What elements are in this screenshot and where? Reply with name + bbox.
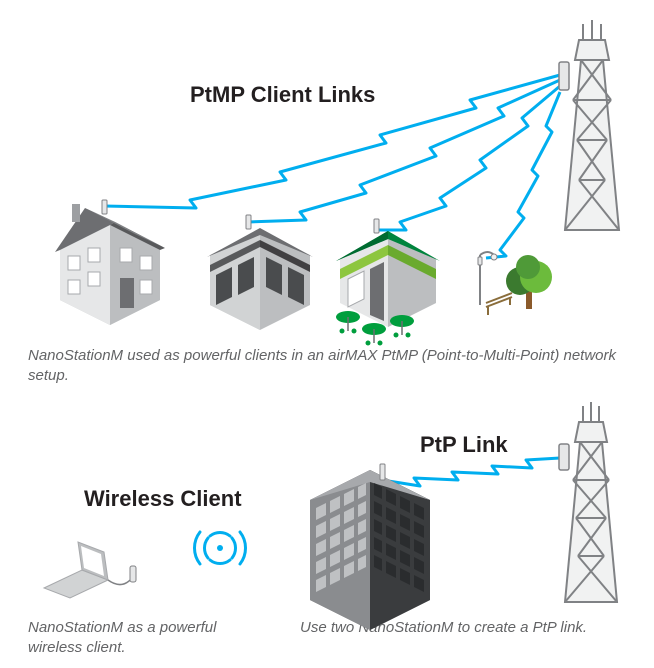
park-icon — [478, 252, 552, 315]
wifi-icon — [194, 532, 245, 564]
shop-icon — [336, 219, 440, 346]
house-icon — [55, 200, 165, 325]
ptmp-bolts — [104, 75, 560, 258]
diagram-canvas — [0, 0, 654, 668]
ptp-bolt — [382, 458, 560, 486]
small-building-icon — [207, 215, 313, 330]
laptop-icon — [44, 542, 136, 598]
ptp-tower-icon — [559, 402, 617, 602]
office-building-icon — [310, 464, 430, 630]
ptmp-tower-icon — [559, 20, 619, 230]
